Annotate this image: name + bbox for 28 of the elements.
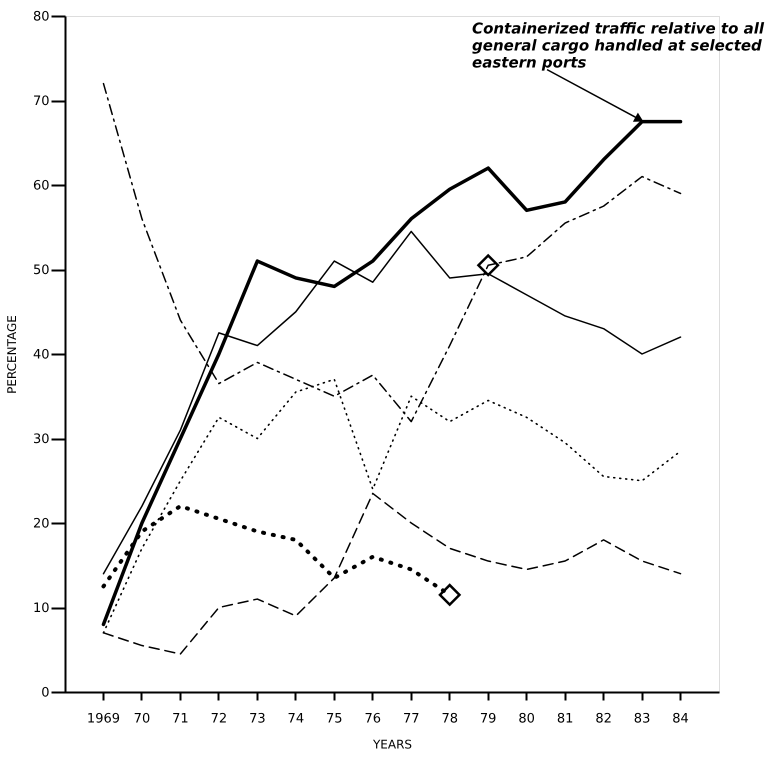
y-tick-label: 80 xyxy=(32,10,50,24)
y-tick-label: 60 xyxy=(32,178,50,194)
y-tick-label: 10 xyxy=(32,601,50,616)
y-tick-label: 30 xyxy=(32,432,50,447)
y-tick-label: 40 xyxy=(32,348,50,362)
annotation: Containerized traffic relative to all general cargo handled at selected eastern ports xyxy=(472,20,765,72)
y-tick-label: 20 xyxy=(32,516,50,532)
x-tick-label: 76 xyxy=(364,712,382,726)
x-tick-label: 77 xyxy=(402,712,420,726)
y-tick-label: 0 xyxy=(41,686,50,700)
x-tick-label: 78 xyxy=(441,712,458,726)
x-tick-label: 1969 xyxy=(86,712,120,726)
x-tick-label: 75 xyxy=(326,712,343,726)
x-tick-label: 74 xyxy=(288,712,304,726)
x-tick-label: 73 xyxy=(249,712,266,726)
x-tick-label: 70 xyxy=(134,712,150,726)
x-tick-label: 71 xyxy=(172,712,189,726)
x-axis-title: YEARS xyxy=(372,738,412,752)
x-tick-label: 82 xyxy=(595,712,612,726)
x-tick-label: 72 xyxy=(210,712,228,726)
x-tick-label: 81 xyxy=(556,712,574,726)
x-tick-label: 83 xyxy=(634,712,650,726)
x-tick-label: 79 xyxy=(480,712,496,726)
y-tick-label: 50 xyxy=(32,263,50,278)
x-tick-label: 80 xyxy=(518,712,535,726)
y-axis-title: PERCENTAGE xyxy=(4,315,19,394)
x-tick-label: 84 xyxy=(672,712,689,726)
y-tick-label: 70 xyxy=(32,94,50,109)
